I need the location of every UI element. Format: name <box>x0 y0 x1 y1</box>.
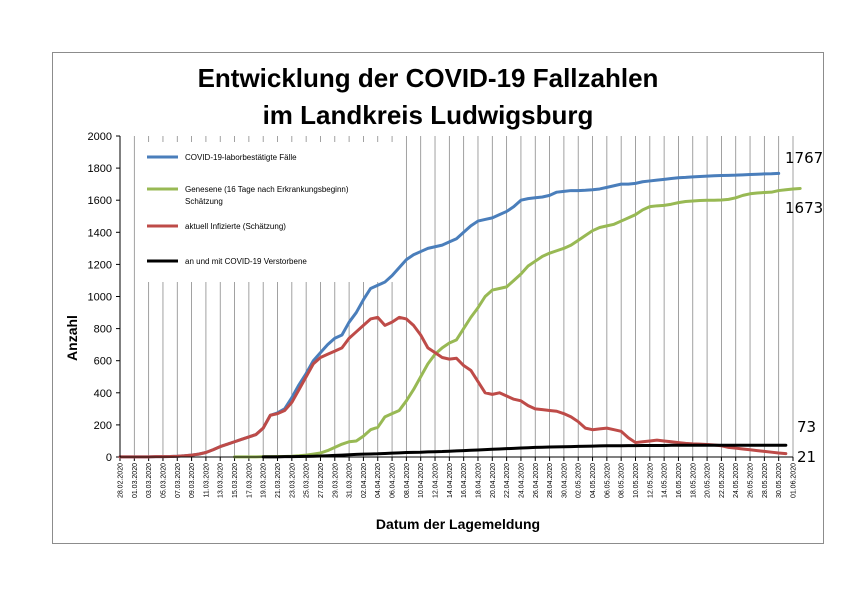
x-tick-label: 02.04.2020 <box>361 463 368 498</box>
x-tick-label: 24.05.2020 <box>733 463 740 498</box>
x-tick-label: 18.05.2020 <box>690 463 697 498</box>
y-tick-label: 200 <box>94 420 112 432</box>
series-lines <box>118 171 802 459</box>
x-tick-label: 16.04.2020 <box>461 463 468 498</box>
x-tick-label: 28.04.2020 <box>547 463 554 498</box>
y-tick-label: 1800 <box>88 163 112 175</box>
end-label-21: 21 <box>797 448 816 466</box>
x-tick-label: 12.04.2020 <box>433 463 440 498</box>
x-tick-label: 29.03.2020 <box>332 463 339 498</box>
x-tick-label: 08.05.2020 <box>619 463 626 498</box>
x-tick-label: 01.06.2020 <box>791 463 798 498</box>
x-axis-title: Datum der Lagemeldung <box>376 516 540 532</box>
end-labels: 1767 1673 73 21 <box>785 149 823 466</box>
x-tick-label: 23.03.2020 <box>289 463 296 498</box>
x-tick-label: 04.04.2020 <box>375 463 382 498</box>
x-tick-label: 02.05.2020 <box>576 463 583 498</box>
legend-background <box>142 142 396 282</box>
x-tick-label: 06.04.2020 <box>390 463 397 498</box>
x-tick-label: 10.05.2020 <box>633 463 640 498</box>
series-line-1 <box>233 186 802 459</box>
x-tick-label: 08.04.2020 <box>404 463 411 498</box>
series-line-3 <box>261 443 788 459</box>
x-tick-label: 13.03.2020 <box>218 463 225 498</box>
x-tick-label: 03.03.2020 <box>146 463 153 498</box>
end-label-1673: 1673 <box>785 199 823 217</box>
x-tick-label: 22.05.2020 <box>719 463 726 498</box>
x-tick-label: 07.03.2020 <box>175 463 182 498</box>
y-tick-label: 1400 <box>88 227 112 239</box>
end-label-73: 73 <box>797 418 816 436</box>
y-tick-label: 1600 <box>88 195 112 207</box>
x-tick-label: 14.05.2020 <box>662 463 669 498</box>
x-tick-label: 15.03.2020 <box>232 463 239 498</box>
x-axis-ticks: 28.02.2020 01.03.2020 03.03.2020 05.03.2020… <box>118 457 798 498</box>
y-axis-ticks: 0 200 400 600 800 1000 1200 1400 1600 1800 2000 <box>88 131 120 464</box>
x-tick-label: 04.05.2020 <box>590 463 597 498</box>
legend: COVID-19-laborbestätigte Fälle Genesene (… <box>147 153 349 266</box>
legend-label-2: aktuell Infizierte (Schätzung) <box>185 222 286 231</box>
y-tick-label: 1000 <box>88 292 112 304</box>
x-tick-label: 30.05.2020 <box>776 463 783 498</box>
x-tick-label: 14.04.2020 <box>447 463 454 498</box>
x-tick-label: 27.03.2020 <box>318 463 325 498</box>
y-tick-label: 2000 <box>88 131 112 143</box>
x-tick-label: 21.03.2020 <box>275 463 282 498</box>
x-tick-label: 26.04.2020 <box>533 463 540 498</box>
x-tick-label: 24.04.2020 <box>518 463 525 498</box>
chart-frame <box>52 52 824 544</box>
x-tick-label: 22.04.2020 <box>504 463 511 498</box>
x-tick-label: 28.05.2020 <box>762 463 769 498</box>
x-tick-label: 10.04.2020 <box>418 463 425 498</box>
y-tick-label: 400 <box>94 388 112 400</box>
end-label-1767: 1767 <box>785 149 823 167</box>
x-tick-label: 11.03.2020 <box>203 463 210 498</box>
y-axis-title: Anzahl <box>64 315 80 361</box>
x-tick-label: 09.03.2020 <box>189 463 196 498</box>
x-tick-label: 12.05.2020 <box>647 463 654 498</box>
x-tick-label: 18.04.2020 <box>475 463 482 498</box>
legend-label-0: COVID-19-laborbestätigte Fälle <box>185 153 297 162</box>
x-tick-label: 17.03.2020 <box>246 463 253 498</box>
chart-title-line-1: Entwicklung der COVID-19 Fallzahlen <box>198 63 659 93</box>
x-tick-label: 19.03.2020 <box>261 463 268 498</box>
y-tick-label: 0 <box>106 452 112 464</box>
x-tick-label: 20.04.2020 <box>490 463 497 498</box>
series-line-2 <box>118 315 788 459</box>
x-tick-label: 01.03.2020 <box>132 463 139 498</box>
y-tick-label: 600 <box>94 356 112 368</box>
legend-label-3: an und mit COVID-19 Verstorbene <box>185 257 307 266</box>
x-tick-label: 25.03.2020 <box>304 463 311 498</box>
y-tick-label: 800 <box>94 324 112 336</box>
x-tick-label: 16.05.2020 <box>676 463 683 498</box>
legend-label-1: Genesene (16 Tage nach Erkrankungsbeginn… <box>185 185 349 206</box>
x-tick-label: 05.03.2020 <box>160 463 167 498</box>
x-tick-label: 06.05.2020 <box>604 463 611 498</box>
x-tick-label: 26.05.2020 <box>748 463 755 498</box>
chart-title-line-2: im Landkreis Ludwigsburg <box>263 100 594 130</box>
x-tick-label: 28.02.2020 <box>118 463 125 498</box>
y-tick-label: 1200 <box>88 259 112 271</box>
x-tick-label: 31.03.2020 <box>347 463 354 498</box>
x-tick-label: 30.04.2020 <box>561 463 568 498</box>
x-tick-label: 20.05.2020 <box>705 463 712 498</box>
